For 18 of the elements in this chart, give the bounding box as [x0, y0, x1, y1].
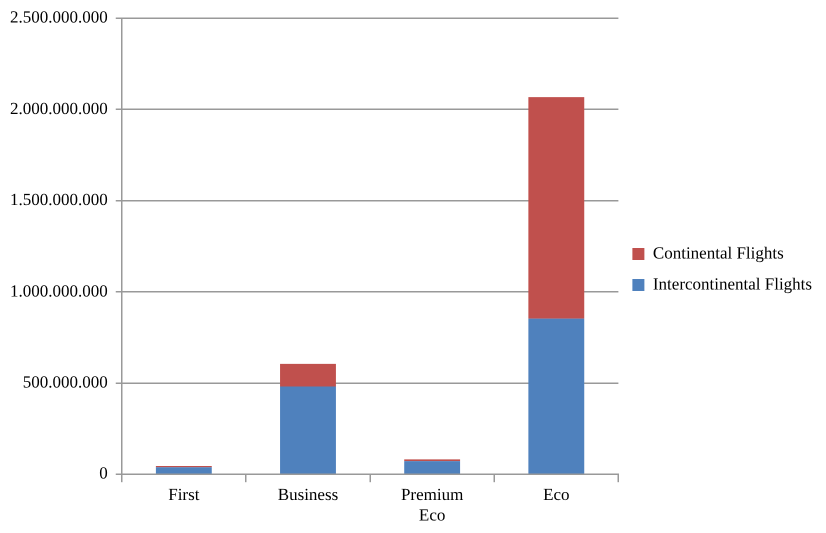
- y-tick-label: 0: [99, 464, 108, 483]
- y-tick-label: 2.000.000.000: [10, 98, 108, 118]
- x-tick-label: Premium Eco: [400, 484, 464, 524]
- y-tick-label: 1.000.000.000: [10, 281, 108, 300]
- x-tick-label: First: [168, 484, 200, 504]
- y-tick-label: 500.000.000: [22, 372, 108, 392]
- legend-label: Intercontinental Flights: [652, 274, 812, 294]
- x-tick-label: Business: [278, 484, 338, 504]
- bar: [528, 97, 584, 319]
- bar: [280, 364, 336, 386]
- x-tick-label: Eco: [543, 484, 570, 504]
- bar: [404, 461, 460, 474]
- y-tick-label: 1.500.000.000: [10, 190, 108, 210]
- bar: [156, 467, 212, 474]
- legend-label: Continental Flights: [652, 243, 784, 262]
- y-tick-label: 2.500.000.000: [10, 8, 108, 27]
- bar: [528, 318, 584, 474]
- bar: [280, 386, 336, 474]
